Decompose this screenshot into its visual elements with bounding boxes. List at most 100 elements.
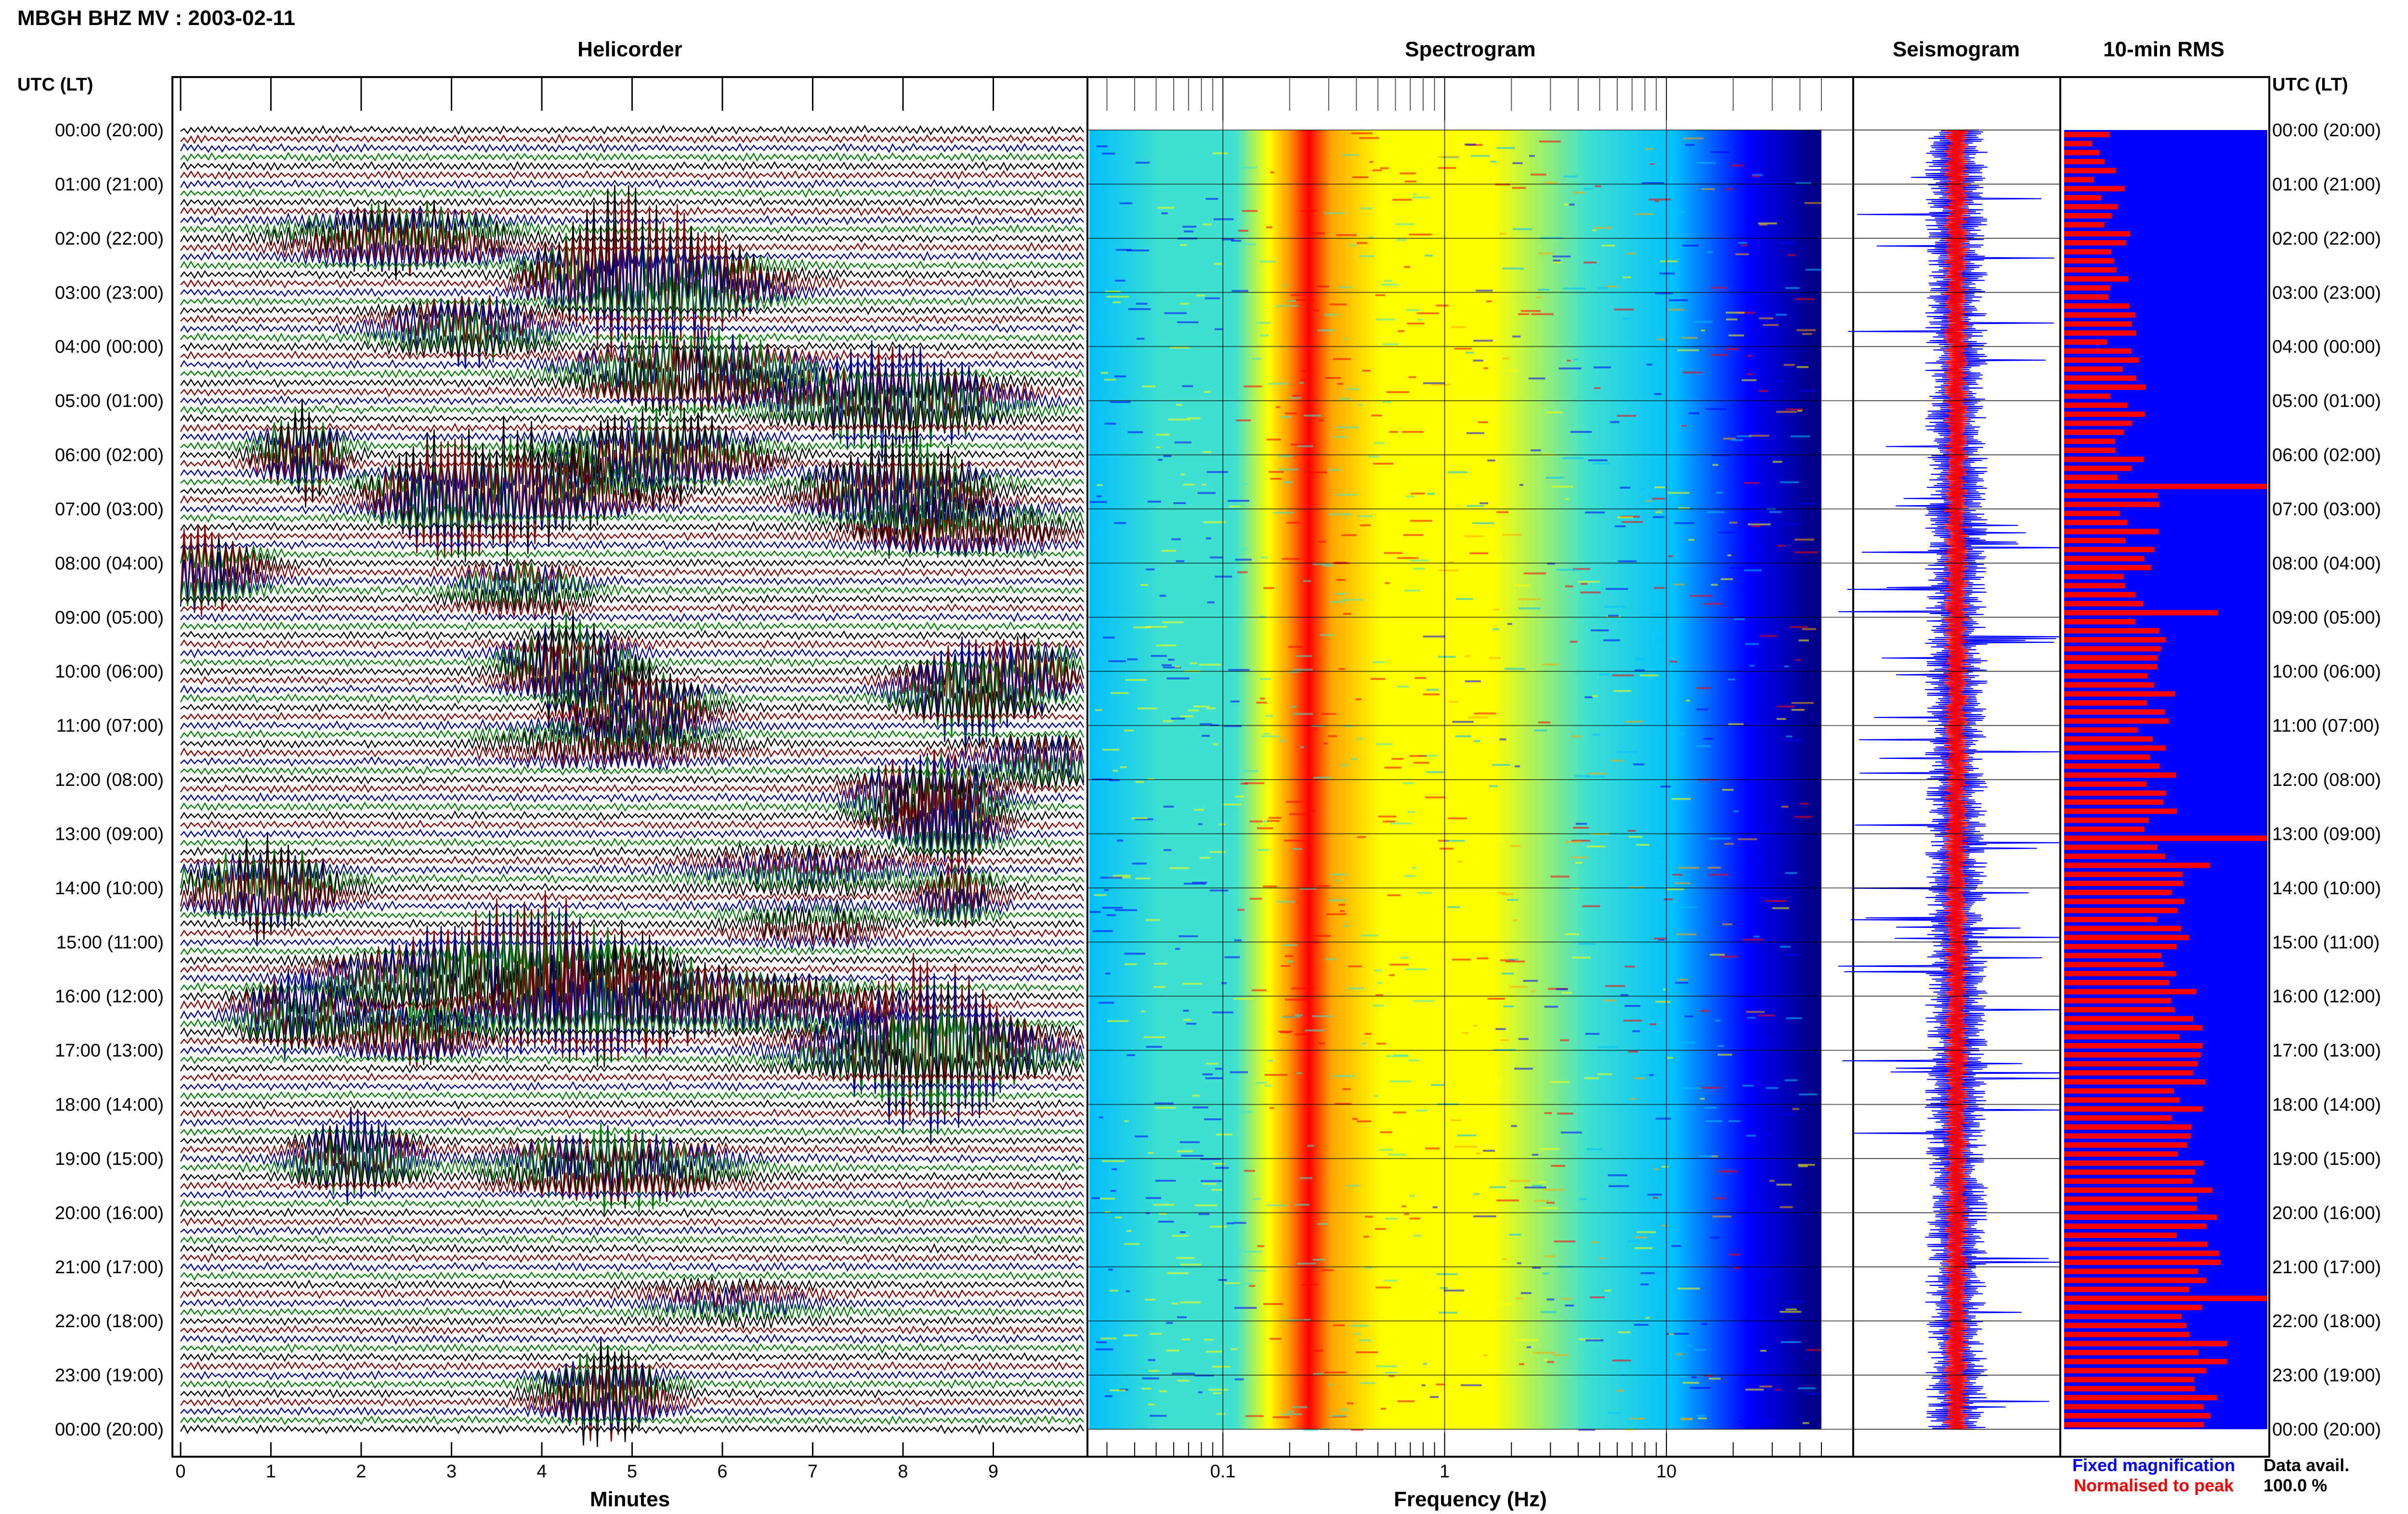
spectrogram-cell	[1224, 1282, 1241, 1284]
spectrogram-cell	[1413, 1235, 1421, 1237]
spectrogram-cell	[1795, 182, 1811, 184]
rms-bar	[2064, 1322, 2187, 1329]
spectrogram-cell	[1784, 1079, 1798, 1082]
spectrogram-cell	[1126, 1054, 1135, 1057]
spectrogram-cell	[1649, 1074, 1654, 1076]
spectrogram-cell	[1630, 1098, 1636, 1100]
spectrogram-cell	[1341, 599, 1363, 601]
helicorder-trace	[180, 834, 1084, 944]
spectrogram-cell	[1757, 859, 1764, 861]
spectrogram-cell	[1327, 469, 1341, 471]
spectrogram-cell	[1804, 202, 1827, 204]
spectrogram-cell	[1389, 431, 1398, 433]
spectrogram-cell	[1539, 140, 1561, 143]
spectrogram-cell	[1412, 196, 1429, 198]
spectrogram-cell	[1180, 244, 1187, 247]
spectrogram-cell	[1696, 687, 1712, 689]
hour-label: 14:00 (10:00)	[2272, 878, 2381, 899]
helicorder-trace	[180, 1281, 1085, 1308]
spectrogram-cell	[1275, 305, 1298, 307]
spectrogram-cell	[1215, 1167, 1229, 1169]
spectrogram-cell	[1510, 845, 1520, 847]
spectrogram-cell	[1321, 1269, 1334, 1271]
spectrogram-cell	[1421, 1384, 1426, 1386]
spectrogram-cell	[1143, 1036, 1165, 1038]
spectrogram-cell	[1244, 1170, 1255, 1172]
spectrogram-cell	[1758, 390, 1768, 392]
spectrogram-cell	[1285, 412, 1297, 415]
spectrogram-cell	[1542, 663, 1559, 666]
spectrogram-cell	[1674, 522, 1694, 524]
spectrogram-cell	[1371, 414, 1382, 417]
spectrogram-cell	[1166, 1322, 1173, 1324]
spectrogram-cell	[1114, 279, 1125, 282]
spectrogram-cell	[1701, 1010, 1710, 1012]
spectrogram-cell	[1565, 841, 1582, 843]
spectrogram-cell	[1264, 1084, 1271, 1087]
spectrogram-cell	[1172, 1372, 1195, 1375]
spectrogram-cell	[1618, 1331, 1631, 1333]
spectrogram-cell	[1202, 223, 1212, 226]
helicorder-trace	[180, 1271, 1084, 1281]
helicorder-trace	[180, 170, 1085, 181]
spectrogram-cell	[1295, 1014, 1303, 1017]
spectrogram-cell	[1772, 907, 1790, 909]
spectrogram-cell	[1469, 552, 1488, 554]
helicorder-trace	[180, 1189, 1084, 1200]
spectrogram-cell	[1749, 434, 1769, 437]
spectrogram-cell	[1627, 1240, 1641, 1242]
hour-label: 01:00 (21:00)	[2272, 174, 2381, 195]
spectrogram-cell	[1710, 287, 1727, 289]
spectrogram-cell	[1180, 473, 1185, 476]
spectrogram-cell	[1276, 901, 1295, 903]
spectrogram-cell	[1355, 1351, 1378, 1354]
spectrogram-cell	[1657, 888, 1664, 890]
spectrogram-cell	[1336, 426, 1359, 429]
helicorder-trace	[180, 1275, 1084, 1295]
spectrogram-cell	[1145, 919, 1160, 921]
hour-label: 18:00 (14:00)	[2272, 1095, 2381, 1115]
rms-bar	[2064, 1025, 2203, 1031]
spectrogram-cell	[1640, 674, 1659, 677]
spectrogram-cell	[1491, 1079, 1503, 1082]
spectrogram-cell	[1634, 1324, 1649, 1326]
spectrogram-cell	[1409, 1217, 1421, 1220]
spectrogram-cell	[1558, 367, 1582, 370]
spectrogram-cell	[1267, 438, 1281, 441]
rms-bar	[2064, 908, 2178, 914]
spectrogram-cell	[1323, 212, 1345, 214]
spectrogram-cell	[1146, 1212, 1150, 1214]
spectrogram-cell	[1497, 891, 1506, 894]
spectrogram-cell	[1696, 162, 1716, 164]
helicorder-trace	[180, 612, 1085, 714]
spectrogram-cell	[1457, 861, 1463, 863]
spectrogram-cell	[1500, 959, 1515, 962]
spectrogram-cell	[1159, 1213, 1167, 1215]
spectrogram-cell	[1106, 296, 1129, 298]
rms-bar	[2064, 1295, 2267, 1301]
spectrogram-cell	[1738, 242, 1748, 244]
helicorder-tick-label: 4	[537, 1462, 547, 1482]
spectrogram-cell	[1214, 263, 1223, 265]
spectrogram-cell	[1512, 187, 1526, 189]
rms-bar	[2064, 240, 2126, 246]
helicorder-trace	[180, 333, 1084, 357]
helicorder-trace	[180, 1369, 1085, 1442]
spectrogram-cell	[1401, 431, 1424, 433]
spectrogram-cell	[1622, 276, 1632, 278]
spectrogram-cell	[1153, 1203, 1175, 1206]
spectrogram-cell	[1256, 322, 1270, 324]
spectrogram-cell	[1231, 290, 1248, 292]
helicorder-trace	[180, 1099, 1084, 1110]
spectrogram-cell	[1335, 1103, 1352, 1105]
spectrogram-cell	[1758, 222, 1777, 224]
spectrogram-cell	[1794, 538, 1815, 541]
spectrogram-cell	[1654, 200, 1659, 202]
spectrogram-cell	[1204, 1339, 1214, 1341]
helicorder-trace	[180, 1243, 1084, 1254]
spectrogram-cell	[1636, 1231, 1656, 1233]
hour-label: 00:00 (20:00)	[2272, 1420, 2381, 1440]
spectrogram-cell	[1095, 1348, 1113, 1351]
spectrogram-cell	[1454, 348, 1472, 350]
helicorder-trace	[180, 578, 1084, 615]
